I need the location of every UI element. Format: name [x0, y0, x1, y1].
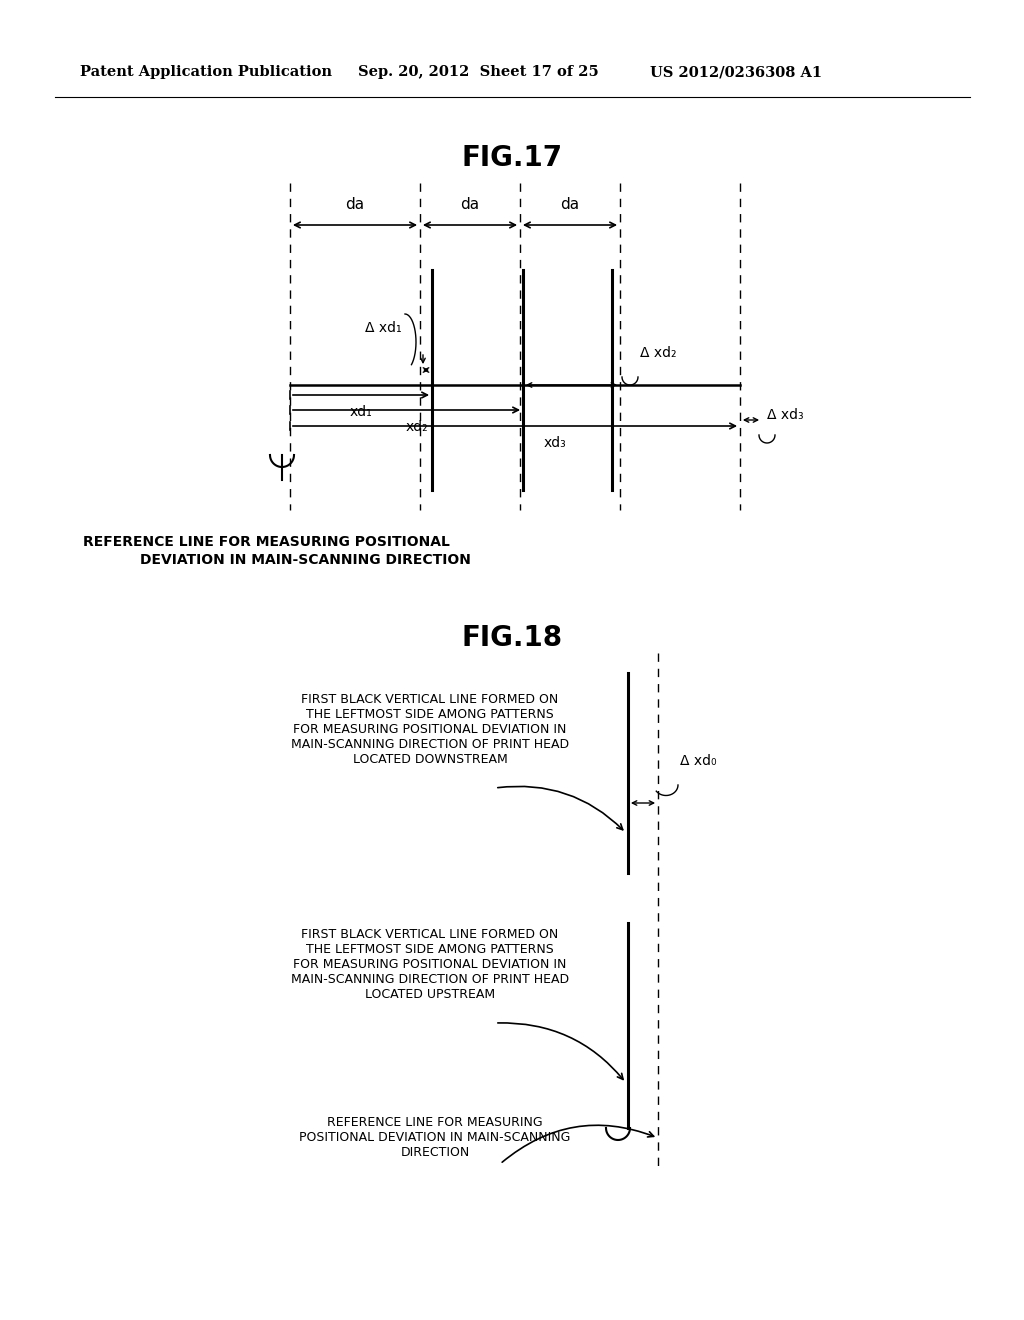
Text: DEVIATION IN MAIN-SCANNING DIRECTION: DEVIATION IN MAIN-SCANNING DIRECTION: [140, 553, 471, 568]
Text: xd₂: xd₂: [406, 420, 428, 434]
Text: Δ xd₁: Δ xd₁: [365, 321, 401, 335]
Text: Δ xd₂: Δ xd₂: [640, 346, 677, 360]
Text: da: da: [461, 197, 479, 213]
Text: xd₃: xd₃: [544, 436, 566, 450]
Text: FIG.17: FIG.17: [462, 144, 562, 172]
Text: Δ xd₃: Δ xd₃: [767, 408, 804, 422]
Text: Sep. 20, 2012  Sheet 17 of 25: Sep. 20, 2012 Sheet 17 of 25: [358, 65, 599, 79]
Text: FIG.18: FIG.18: [462, 624, 562, 652]
Text: xd₁: xd₁: [349, 405, 373, 418]
Text: Δ xd₀: Δ xd₀: [680, 754, 717, 768]
Text: FIRST BLACK VERTICAL LINE FORMED ON
THE LEFTMOST SIDE AMONG PATTERNS
FOR MEASURI: FIRST BLACK VERTICAL LINE FORMED ON THE …: [291, 928, 569, 1001]
Text: Patent Application Publication: Patent Application Publication: [80, 65, 332, 79]
Text: FIRST BLACK VERTICAL LINE FORMED ON
THE LEFTMOST SIDE AMONG PATTERNS
FOR MEASURI: FIRST BLACK VERTICAL LINE FORMED ON THE …: [291, 693, 569, 766]
Text: REFERENCE LINE FOR MEASURING
POSITIONAL DEVIATION IN MAIN-SCANNING
DIRECTION: REFERENCE LINE FOR MEASURING POSITIONAL …: [299, 1115, 570, 1159]
Text: da: da: [345, 197, 365, 213]
Text: da: da: [560, 197, 580, 213]
Text: REFERENCE LINE FOR MEASURING POSITIONAL: REFERENCE LINE FOR MEASURING POSITIONAL: [83, 535, 450, 549]
Text: US 2012/0236308 A1: US 2012/0236308 A1: [650, 65, 822, 79]
